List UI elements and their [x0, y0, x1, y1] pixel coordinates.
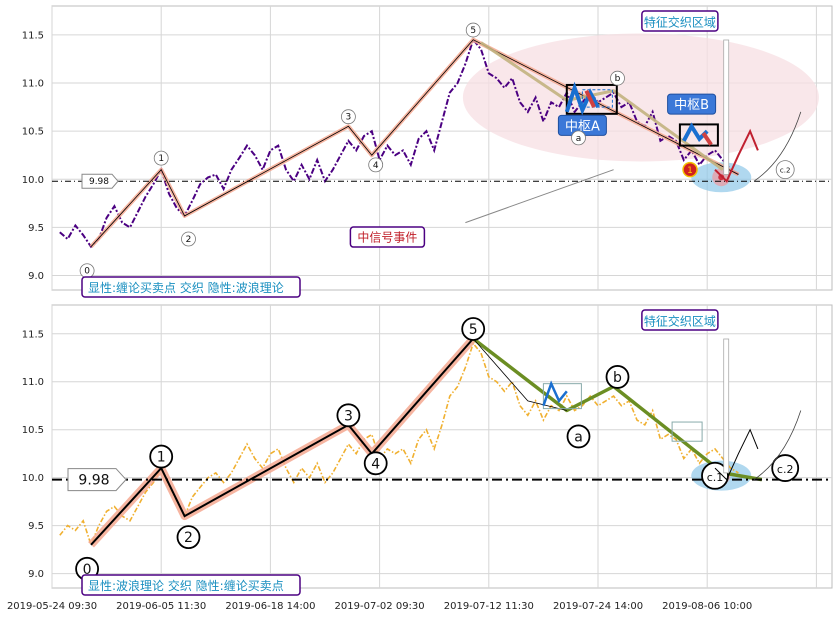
hline-label-box: [81, 173, 119, 189]
wave-label: 1: [158, 154, 164, 164]
wave-label: a: [574, 429, 583, 445]
y-tick-label: 9.0: [28, 569, 44, 580]
wave-line: [90, 337, 474, 546]
legend-box: [81, 574, 301, 596]
wave-label-circle: [610, 70, 625, 86]
wave-label: c.2: [777, 463, 794, 476]
pivot-box-light-b: [671, 421, 703, 442]
zone-label-box: [641, 309, 719, 331]
c-wave-zigzag: [714, 428, 759, 481]
x-tick-label: 2019-07-02 09:30: [335, 601, 425, 612]
pivot-label: 中枢B: [674, 98, 709, 113]
y-tick-label: 10.5: [22, 425, 44, 436]
wave-label: b: [615, 74, 621, 84]
signal-label-box: [349, 226, 426, 248]
pivot-b-red: [701, 131, 713, 146]
x-tick-label: 2019-08-06 10:00: [662, 601, 752, 612]
wave-label: b: [613, 370, 622, 386]
y-tick-label: 11.0: [22, 377, 44, 388]
zone-pillar: [723, 39, 730, 175]
a-leg-line: [472, 338, 567, 411]
hline-label: 9.98: [89, 177, 109, 187]
price-series: [59, 37, 739, 249]
pivot-box-a: [565, 83, 618, 115]
hline-label: 9.98: [78, 473, 109, 489]
wave-label-circle: [181, 231, 196, 247]
wave-label-circle: [461, 317, 486, 341]
panel-bottom: 9.0 9.5 10.0 10.5 11.0 11.5 9.98 0 1 2 3 4 5 a b c.1 c.2…: [7, 304, 833, 612]
wave-label-circle: [176, 525, 201, 550]
wave-label: 5: [470, 26, 476, 36]
x-tick-label: 2019-05-24 09:30: [7, 601, 97, 612]
wave-line: [90, 39, 739, 247]
signal-arrow: [465, 169, 614, 224]
y-tick-label: 10.0: [22, 175, 44, 186]
wave-label-circle: [153, 150, 169, 166]
pivot-label-box: [667, 93, 717, 115]
wave-label: 2: [184, 530, 193, 546]
wave-label: 4: [371, 456, 380, 472]
plot-area: [51, 304, 833, 589]
zone-pillar: [723, 338, 730, 474]
x-tick-label: 2019-06-18 14:00: [225, 601, 315, 612]
wave-label: 0: [84, 267, 90, 277]
y-tick-label: 10.0: [22, 473, 44, 484]
x-tick-label: 2019-07-12 11:30: [444, 601, 534, 612]
wave-label: 3: [344, 408, 353, 424]
legend-box: [81, 276, 301, 298]
wave-label-circle: [363, 451, 388, 476]
curved-arrow: [753, 410, 802, 480]
wave-label-circle: [340, 109, 356, 125]
signal-label: 中信号事件: [357, 230, 417, 245]
pivot-label: 中枢A: [565, 119, 600, 134]
wave-label-circle: [149, 444, 174, 469]
wave-label: 5: [469, 322, 478, 338]
y-tick-label: 10.5: [22, 127, 44, 138]
wave-label: c.2: [780, 167, 791, 175]
y-tick-label: 9.5: [28, 223, 44, 234]
wave-label-circle: [465, 22, 481, 38]
x-tick-label: 2019-06-05 11:30: [116, 601, 206, 612]
pivot-stroke: [542, 380, 568, 407]
y-tick-label: 11.0: [22, 79, 44, 90]
wave-label-circle: [336, 403, 361, 428]
wave-label: 3: [346, 113, 352, 123]
wave-label-circle: [368, 157, 384, 173]
c-wave-zigzag: [714, 128, 759, 183]
wave-label-circle: [571, 130, 586, 146]
hline-label-box: [67, 468, 127, 492]
buy-point-label: 1: [687, 166, 693, 176]
pivot-a-red: [584, 89, 596, 108]
y-tick-label: 11.5: [22, 329, 44, 340]
pivot-a-stroke: [564, 81, 600, 116]
wave-label: 2: [186, 235, 192, 245]
zone-label: 特征交织区域: [644, 314, 716, 329]
y-tick-label: 9.5: [28, 521, 44, 532]
pivot-box-light: [542, 383, 582, 410]
wave-label: 0: [83, 562, 92, 578]
pivot-box-b: [678, 123, 719, 147]
x-tick-label: 2019-07-24 14:00: [553, 601, 643, 612]
wave-label: 1: [157, 450, 166, 466]
legend-text: 显性:缠论买卖点 交织 隐性:波浪理论: [88, 280, 284, 295]
zone-ellipse: [462, 33, 819, 162]
buy-point-marker: [682, 161, 698, 178]
wave-label-circle: [771, 454, 800, 482]
zone-label-box: [641, 10, 719, 32]
panel-top: 9.0 9.5 10.0 10.5 11.0 11.5 中枢A 中枢B 1 中信号事件 9.98 0 1…: [22, 5, 833, 298]
wave-label-circle: [566, 424, 591, 449]
legend-text: 显性:波浪理论 交织 隐性:缠论买卖点: [88, 578, 284, 593]
wave-label: c.1: [707, 471, 724, 484]
y-tick-label: 11.5: [22, 30, 44, 41]
wave-label: 4: [373, 161, 379, 171]
curved-arrow: [753, 111, 802, 182]
zone-label: 特征交织区域: [644, 15, 716, 30]
y-tick-label: 9.0: [28, 271, 44, 282]
wave-label-circle: [775, 160, 795, 180]
wave-label-circle: [605, 365, 630, 389]
wave-label: a: [576, 134, 582, 144]
